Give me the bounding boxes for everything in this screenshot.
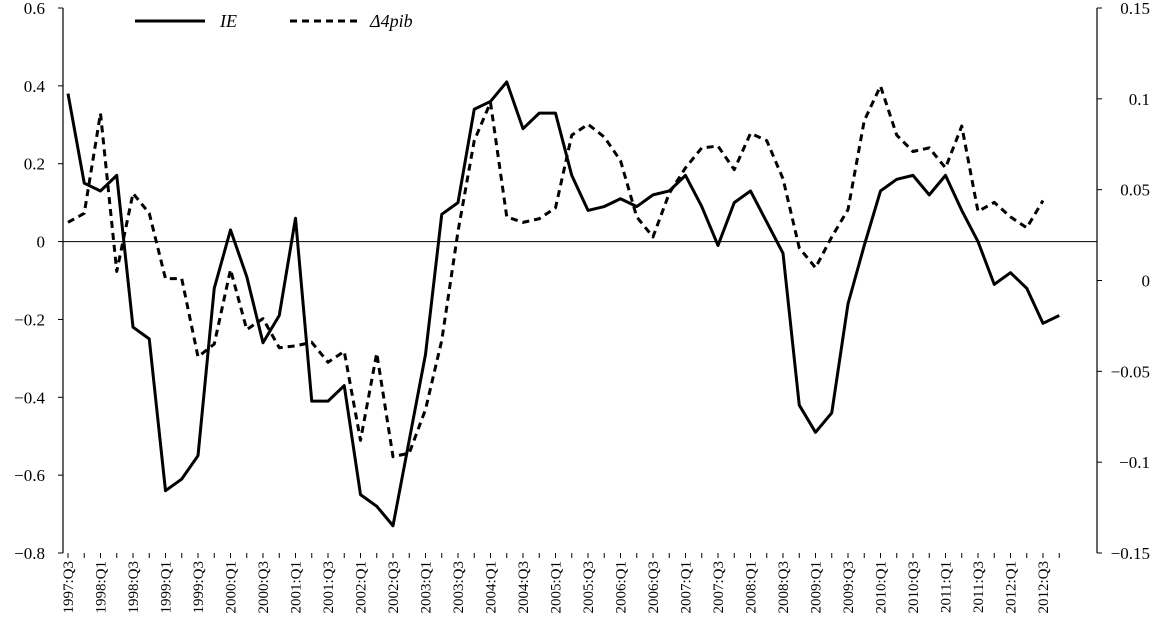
x-tick-label: 2011:Q1 <box>939 561 955 613</box>
x-tick-label: 2008:Q1 <box>744 561 760 614</box>
x-tick-label: 2012:Q1 <box>1004 561 1020 614</box>
x-tick-label: 2007:Q3 <box>711 561 727 614</box>
left-tick-label: 0.4 <box>24 77 46 96</box>
series-line-ie <box>66 80 1060 528</box>
left-tick-label: −0.6 <box>14 466 45 485</box>
x-tick-label: 2011:Q3 <box>971 561 987 613</box>
x-tick-label: 1999:Q1 <box>159 561 175 614</box>
left-tick-label: −0.4 <box>14 388 45 407</box>
right-tick-label: 0.15 <box>1120 0 1150 18</box>
x-tick-label: 2005:Q1 <box>549 561 565 614</box>
legend-ie-label: IE <box>219 11 237 31</box>
x-tick-label: 2010:Q1 <box>874 561 890 614</box>
left-tick-label: −0.8 <box>14 544 45 563</box>
x-tick-label: 2009:Q3 <box>841 561 857 614</box>
right-tick-label: 0.1 <box>1129 90 1150 109</box>
x-tick-label: 1999:Q3 <box>191 561 207 614</box>
right-tick-label: 0.05 <box>1120 181 1150 200</box>
left-tick-label: 0 <box>37 233 46 252</box>
right-tick-label: 0 <box>1142 272 1151 291</box>
x-tick-label: 2010:Q3 <box>906 561 922 614</box>
series-line-pib <box>67 84 1045 459</box>
series-layer <box>66 80 1060 528</box>
x-tick-label: 2002:Q3 <box>386 561 402 614</box>
x-tick-label: 2004:Q3 <box>516 561 532 614</box>
x-tick-label: 2002:Q1 <box>354 561 370 614</box>
x-tick-label: 2000:Q3 <box>256 561 272 614</box>
x-tick-label: 1997:Q3 <box>61 561 77 614</box>
right-tick-label: −0.05 <box>1111 362 1150 381</box>
x-tick-label: 2004:Q1 <box>484 561 500 614</box>
right-tick-label: −0.15 <box>1111 544 1150 563</box>
x-tick-label: 2007:Q1 <box>679 561 695 614</box>
left-tick-label: 0.6 <box>24 0 45 18</box>
x-tick-label: 2001:Q1 <box>289 561 305 614</box>
x-tick-label: 2009:Q1 <box>809 561 825 614</box>
x-tick-label: 2006:Q1 <box>614 561 630 614</box>
x-tick-label: 2012:Q3 <box>1036 561 1052 614</box>
right-tick-label: −0.1 <box>1119 453 1150 472</box>
x-tick-label: 2001:Q3 <box>321 561 337 614</box>
x-tick-label: 2000:Q1 <box>224 561 240 614</box>
x-tick-label: 1998:Q1 <box>94 561 110 614</box>
x-tick-label: 2006:Q3 <box>646 561 662 614</box>
left-tick-label: −0.2 <box>14 310 45 329</box>
x-tick-label: 2008:Q3 <box>776 561 792 614</box>
axes-layer: 0.6 0.4 0.2 0 −0.2 −0.4 −0.6 −0.8 0.15 0.1 0.05 0 −0… <box>14 0 1150 614</box>
legend-pib-label: Δ4pib <box>369 11 413 31</box>
legend: IE Δ4pib <box>135 11 413 31</box>
left-tick-label: 0.2 <box>24 155 45 174</box>
x-tick-label: 2003:Q1 <box>419 561 435 614</box>
x-tick-label: 1998:Q3 <box>126 561 142 614</box>
x-tick-label: 2005:Q3 <box>581 561 597 614</box>
x-tick-label: 2003:Q3 <box>451 561 467 614</box>
